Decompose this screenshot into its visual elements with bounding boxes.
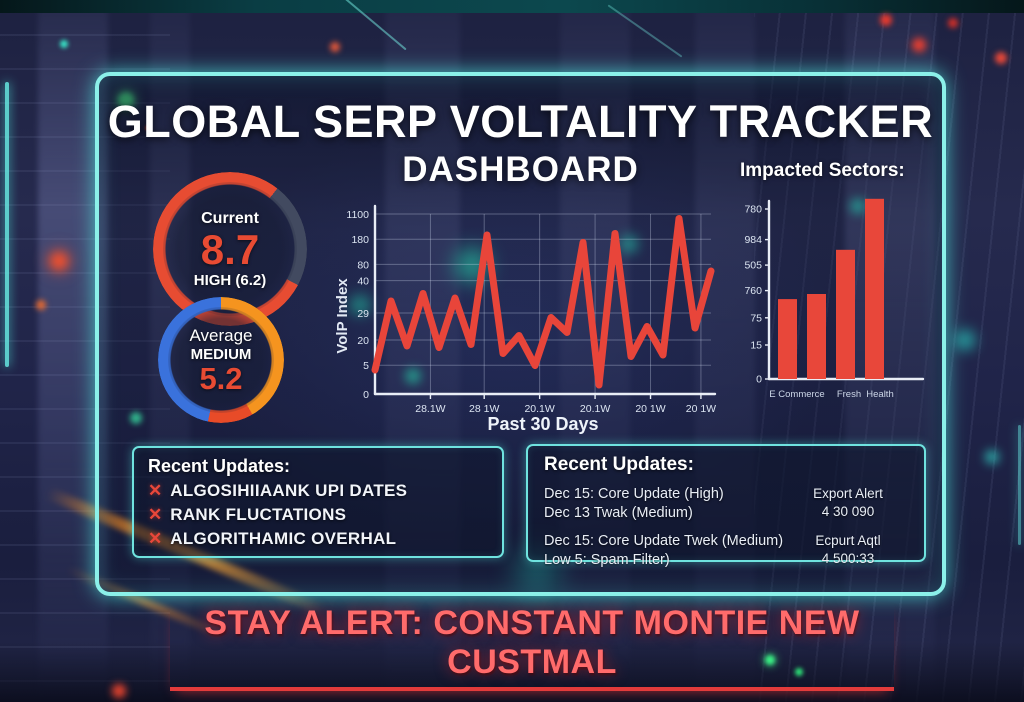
led-light <box>912 38 926 52</box>
x-mark-icon: ✕ <box>148 529 163 548</box>
list-item: ✕ ALGORITHAMIC OVERHAL <box>148 529 488 549</box>
sector-bar <box>807 294 826 379</box>
x-tick-label: 28.1W <box>415 403 445 415</box>
update-group: Dec 15: Core Update Twek (Medium) Low 5:… <box>544 532 908 570</box>
y-tick-label: 20 <box>357 335 369 347</box>
led-light <box>112 684 126 698</box>
sectors-bar-chart: 780 984 505 760 75 15 0 E Commerce Fresh Health <box>744 198 925 400</box>
x-tick-label: 20.1W <box>580 403 610 415</box>
led-light <box>765 655 775 665</box>
panel-heading: Recent Updates: <box>544 454 694 475</box>
x-tick-label: 20.1W <box>524 403 554 415</box>
y-axis-label: VolP Index <box>334 278 351 354</box>
sector-bar <box>778 299 797 379</box>
y-tick-label: 780 <box>744 204 762 216</box>
average-volatility-gauge: Average MEDIUM 5.2 <box>158 297 284 423</box>
recent-updates-panel-left: Recent Updates: ✕ ALGOSIHIIAANK UPI DATE… <box>132 446 504 558</box>
category-label: E Commerce <box>769 389 824 400</box>
update-group: Dec 15: Core Update (High) Dec 13 Twak (… <box>544 485 908 523</box>
list-item: ✕ RANK FLUCTATIONS <box>148 505 488 525</box>
gauge-value: 5.2 <box>199 360 243 396</box>
led-light <box>60 40 68 48</box>
alert-column: Ecpurt Aqtl 4 500:33 <box>788 532 908 570</box>
top-edge-band <box>0 0 1024 13</box>
alert-value: 4 500:33 <box>821 551 875 566</box>
x-tick-label: 20 1W <box>686 403 716 415</box>
alert-column: Export Alert 4 30 090 <box>788 485 908 523</box>
panel-heading: Recent Updates: <box>148 456 291 476</box>
recent-updates-panel-right: Recent Updates: Dec 15: Core Update (Hig… <box>526 444 926 568</box>
volatility-line <box>371 215 715 389</box>
y-tick-label: 180 <box>351 234 369 246</box>
x-tick-label: 28 1W <box>469 403 499 415</box>
update-label: RANK FLUCTATIONS <box>170 505 347 524</box>
x-mark-icon: ✕ <box>148 505 163 524</box>
sector-bar <box>836 249 855 379</box>
y-tick-label: 760 <box>744 285 762 297</box>
update-label: ALGOSIHIIAANK UPI DATES <box>170 481 408 500</box>
update-label: ALGORITHAMIC OVERHAL <box>170 529 397 548</box>
gauge-value: 8.7 <box>200 225 260 273</box>
x-mark-icon: ✕ <box>148 481 163 500</box>
alert-title: Ecpurt Aqtl <box>815 533 881 548</box>
page-subtitle: DASHBOARD <box>402 150 639 189</box>
sector-bar <box>865 198 884 379</box>
gauge-label: Average <box>189 325 253 345</box>
x-tick-label: 20 1W <box>635 403 665 415</box>
led-light <box>50 252 68 270</box>
update-lines: Dec 15: Core Update (High) Dec 13 Twak (… <box>544 485 788 523</box>
y-tick-label: 0 <box>363 389 369 401</box>
update-line: Dec 15: Core Update Twek (Medium) <box>544 533 784 549</box>
led-light <box>880 14 892 26</box>
alert-title: Export Alert <box>813 486 883 501</box>
alert-value: 4 30 090 <box>821 504 875 519</box>
category-label: Health <box>866 389 893 400</box>
led-light <box>995 52 1007 64</box>
y-tick-label: 40 <box>357 276 369 288</box>
bokeh-light <box>985 450 999 464</box>
volatility-line-chart: 1100 180 80 40 29 20 5 0 28.1W 28 1W 20.1W 20.1W 20 … <box>334 204 717 434</box>
y-tick-label: 15 <box>750 340 762 352</box>
gauge-readout: Average MEDIUM 5.2 <box>168 307 274 413</box>
list-item: ✕ ALGOSIHIIAANK UPI DATES <box>148 481 488 501</box>
impacted-sectors-title: Impacted Sectors: <box>740 160 905 181</box>
led-light <box>330 42 340 52</box>
y-tick-label: 5 <box>363 360 369 372</box>
x-axis-label: Past 30 Days <box>487 414 598 434</box>
alert-banner: STAY ALERT: CONSTANT MONTIE NEW CUSTMAL <box>170 604 894 691</box>
update-line: Dec 15: Core Update (High) <box>544 486 724 502</box>
led-light <box>36 300 46 310</box>
gauge-status: HIGH (6.2) <box>193 271 267 289</box>
y-tick-label: 29 <box>357 308 369 320</box>
bottom-vignette <box>0 642 1024 702</box>
gauge-label: Current <box>201 209 259 227</box>
cyan-edge-line <box>1018 425 1021 545</box>
y-tick-label: 1100 <box>346 209 369 221</box>
category-label: Fresh <box>837 389 861 400</box>
y-tick-label: 505 <box>744 260 762 272</box>
bokeh-light <box>955 330 975 350</box>
cyan-edge-line <box>5 82 9 367</box>
gauge-readout: Current 8.7 HIGH (6.2) <box>163 182 297 316</box>
page-title: GLOBAL SERP VOLTALITY TRACKER <box>107 96 934 147</box>
alert-banner-text: STAY ALERT: CONSTANT MONTIE NEW CUSTMAL <box>204 604 860 681</box>
y-tick-label: 80 <box>357 259 369 271</box>
update-line: Dec 13 Twak (Medium) <box>544 505 693 521</box>
gauge-status: MEDIUM <box>190 345 252 363</box>
y-tick-label: 75 <box>750 312 762 324</box>
led-light <box>795 668 803 676</box>
update-lines: Dec 15: Core Update Twek (Medium) Low 5:… <box>544 532 788 570</box>
led-light <box>948 18 958 28</box>
y-tick-label: 984 <box>744 234 762 246</box>
update-line: Low 5: Spam Filter) <box>544 552 670 568</box>
y-tick-label: 0 <box>756 374 762 386</box>
